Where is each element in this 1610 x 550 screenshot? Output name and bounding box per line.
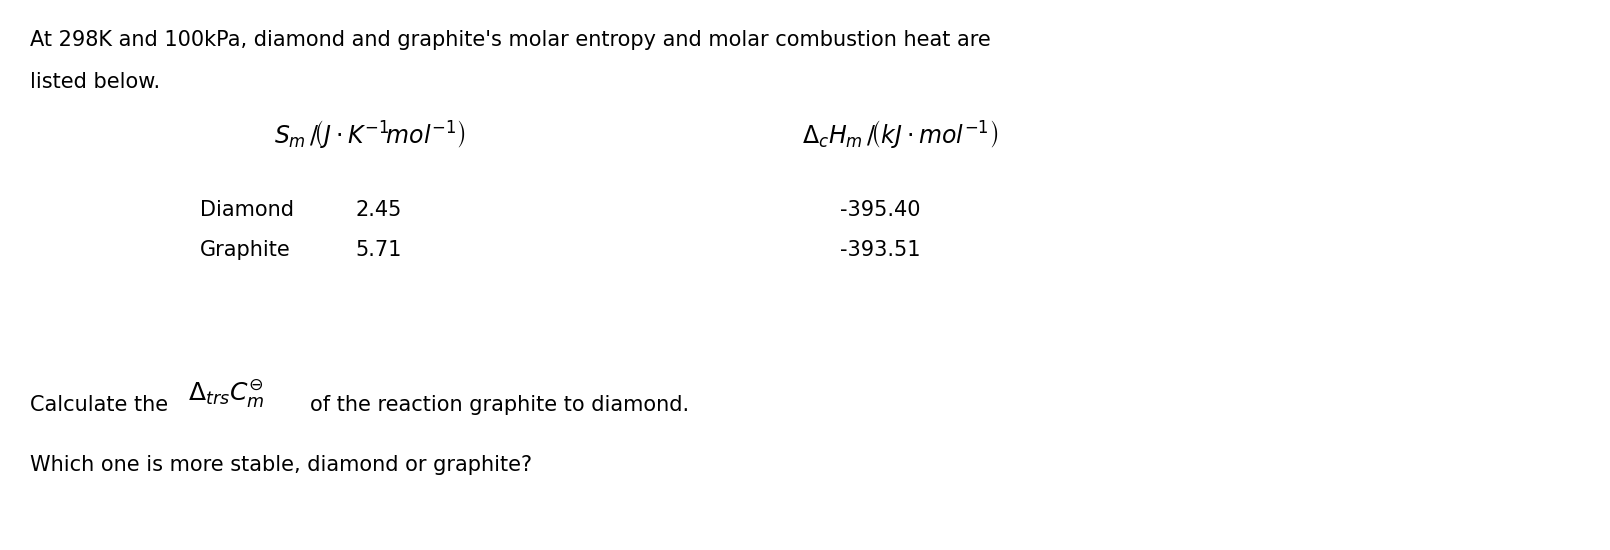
Text: 5.71: 5.71 (354, 240, 401, 260)
Text: listed below.: listed below. (31, 72, 159, 92)
Text: Diamond: Diamond (200, 200, 295, 220)
Text: At 298K and 100kPa, diamond and graphite's molar entropy and molar combustion he: At 298K and 100kPa, diamond and graphite… (31, 30, 990, 50)
Text: 2.45: 2.45 (354, 200, 401, 220)
Text: $\Delta_{c}H_{m}\,/\!\left(kJ\cdot mol^{-1}\right)$: $\Delta_{c}H_{m}\,/\!\left(kJ\cdot mol^{… (802, 118, 998, 150)
Text: $\Delta_{trs}C_{m}^{\ominus}$: $\Delta_{trs}C_{m}^{\ominus}$ (188, 377, 264, 409)
Text: $S_{m}\,/\!\left(J\cdot K^{-1}\!mol^{-1}\right)$: $S_{m}\,/\!\left(J\cdot K^{-1}\!mol^{-1}… (274, 118, 465, 150)
Text: Calculate the: Calculate the (31, 395, 167, 415)
Text: Which one is more stable, diamond or graphite?: Which one is more stable, diamond or gra… (31, 455, 533, 475)
Text: of the reaction graphite to diamond.: of the reaction graphite to diamond. (311, 395, 689, 415)
Text: -395.40: -395.40 (840, 200, 921, 220)
Text: -393.51: -393.51 (840, 240, 921, 260)
Text: Graphite: Graphite (200, 240, 291, 260)
